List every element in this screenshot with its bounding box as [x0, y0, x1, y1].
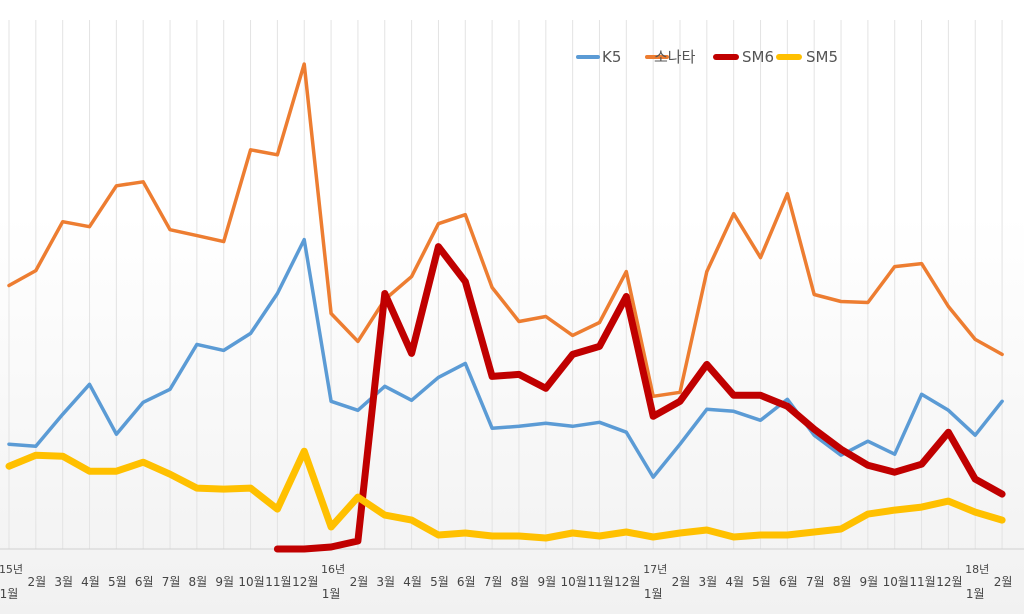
- x-tick-label: 6월: [779, 575, 798, 589]
- legend-item-소나타: 소나타: [645, 48, 696, 66]
- x-tick-label: 12월: [614, 575, 640, 589]
- legend-label: SM6: [742, 48, 774, 66]
- x-tick-label: 10월: [883, 575, 909, 589]
- legend-item-K5: K5: [576, 48, 621, 66]
- x-tick-label: 8월: [189, 575, 208, 589]
- legend-label: 소나타: [654, 48, 696, 66]
- x-tick-label: 11월: [265, 575, 291, 589]
- x-tick-label: 5월: [108, 575, 127, 589]
- x-tick-label: 12월: [292, 575, 318, 589]
- x-year-label: 18년: [965, 563, 989, 576]
- x-tick-label: 3월: [698, 575, 717, 589]
- legend-label: K5: [602, 48, 621, 66]
- x-tick-label: 7월: [806, 575, 825, 589]
- x-tick-label: 12월: [936, 575, 962, 589]
- x-tick-label: 7월: [162, 575, 181, 589]
- x-tick-label: 10월: [238, 575, 264, 589]
- x-tick-label: 3월: [54, 575, 73, 589]
- x-tick-label: 6월: [135, 575, 154, 589]
- x-tick-label: 1월: [644, 587, 663, 601]
- x-tick-label: 5월: [752, 575, 771, 589]
- x-tick-label: 11월: [909, 575, 935, 589]
- x-tick-label: 9월: [860, 575, 879, 589]
- x-tick-label: 9월: [215, 575, 234, 589]
- x-tick-label: 8월: [833, 575, 852, 589]
- x-tick-label: 3월: [376, 575, 395, 589]
- x-tick-label: 7월: [484, 575, 503, 589]
- x-tick-label: 4월: [81, 575, 100, 589]
- x-tick-label: 10월: [560, 575, 586, 589]
- legend-label: SM5: [806, 48, 838, 66]
- x-tick-label: 4월: [403, 575, 422, 589]
- series-line-SM5: [5, 447, 1006, 542]
- x-tick-label: 6월: [457, 575, 476, 589]
- legend-item-SM5: SM5: [776, 48, 838, 66]
- x-tick-label: 9월: [537, 575, 556, 589]
- x-tick-label: 1월: [966, 587, 985, 601]
- x-tick-label: 5월: [430, 575, 449, 589]
- x-year-label: 17년: [643, 563, 667, 576]
- x-tick-label: 11월: [587, 575, 613, 589]
- x-year-label: 15년: [0, 563, 23, 576]
- x-tick-label: 2월: [994, 575, 1013, 589]
- legend-item-SM6: SM6: [713, 48, 774, 66]
- x-tick-label: 8월: [511, 575, 530, 589]
- x-tick-label: 2월: [350, 575, 369, 589]
- x-tick-label: 1월: [0, 587, 18, 601]
- x-tick-label: 1월: [322, 587, 341, 601]
- series-line-소나타: [7, 62, 1004, 399]
- x-tick-label: 2월: [672, 575, 691, 589]
- x-tick-label: 2월: [27, 575, 46, 589]
- x-year-label: 16년: [321, 563, 345, 576]
- legend: K5 소나타 SM6 SM5: [576, 48, 838, 66]
- series-lines: [5, 62, 1006, 553]
- series-line-K5: [7, 237, 1004, 479]
- x-tick-label: 4월: [725, 575, 744, 589]
- series-line-SM6: [273, 243, 1006, 553]
